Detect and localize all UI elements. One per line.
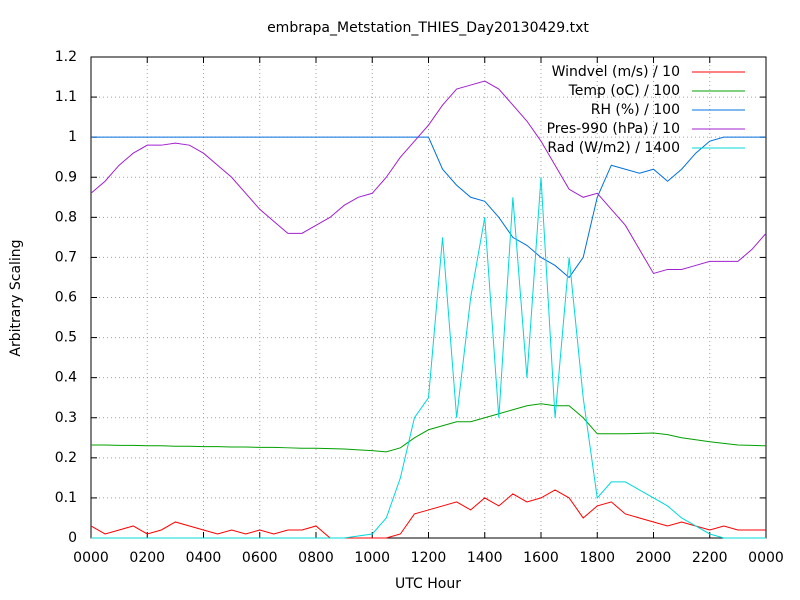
legend-label: Rad (W/m2) / 1400 [547, 140, 680, 156]
y-tick-label: 1 [68, 129, 77, 145]
y-axis-label: Arbitrary Scaling [8, 239, 24, 356]
x-tick-label: 0400 [186, 550, 222, 566]
x-tick-label: 1800 [579, 550, 615, 566]
y-tick-label: 1.2 [55, 49, 77, 65]
y-tick-label: 0.1 [55, 490, 77, 506]
legend-label: RH (%) / 100 [591, 102, 680, 118]
chart-title: embrapa_Metstation_THIES_Day20130429.txt [267, 20, 589, 36]
y-tick-label: 0.8 [55, 209, 77, 225]
x-tick-label: 0200 [129, 550, 165, 566]
legend-label: Temp (oC) / 100 [568, 83, 680, 99]
series-line [90, 489, 766, 539]
legend-label: Windvel (m/s) / 10 [552, 64, 680, 80]
x-tick-label: 0000 [748, 550, 784, 566]
y-tick-label: 0.2 [55, 450, 77, 466]
x-axis-label: UTC Hour [395, 576, 461, 592]
x-tick-label: 1200 [411, 550, 447, 566]
series-line [91, 136, 766, 279]
y-tick-label: 0.6 [55, 290, 77, 306]
x-tick-label: 1000 [354, 550, 390, 566]
y-tick-label: 0.4 [55, 370, 77, 386]
series-line [91, 403, 767, 453]
x-tick-label: 0000 [73, 550, 109, 566]
y-tick-label: 0.3 [55, 410, 77, 426]
y-tick-label: 0 [68, 530, 77, 546]
y-tick-label: 0.7 [55, 249, 77, 265]
series-line [90, 80, 767, 275]
y-tick-label: 0.5 [55, 330, 77, 346]
series-line [91, 177, 766, 539]
x-tick-label: 0800 [298, 550, 334, 566]
y-tick-label: 0.9 [55, 169, 77, 185]
plot-border [90, 56, 767, 539]
x-tick-label: 2000 [636, 550, 672, 566]
x-tick-label: 1600 [523, 550, 559, 566]
x-tick-label: 1400 [467, 550, 503, 566]
legend-label: Pres-990 (hPa) / 10 [547, 121, 680, 137]
y-tick-label: 1.1 [55, 89, 77, 105]
x-tick-label: 2200 [692, 550, 728, 566]
x-tick-label: 0600 [242, 550, 278, 566]
